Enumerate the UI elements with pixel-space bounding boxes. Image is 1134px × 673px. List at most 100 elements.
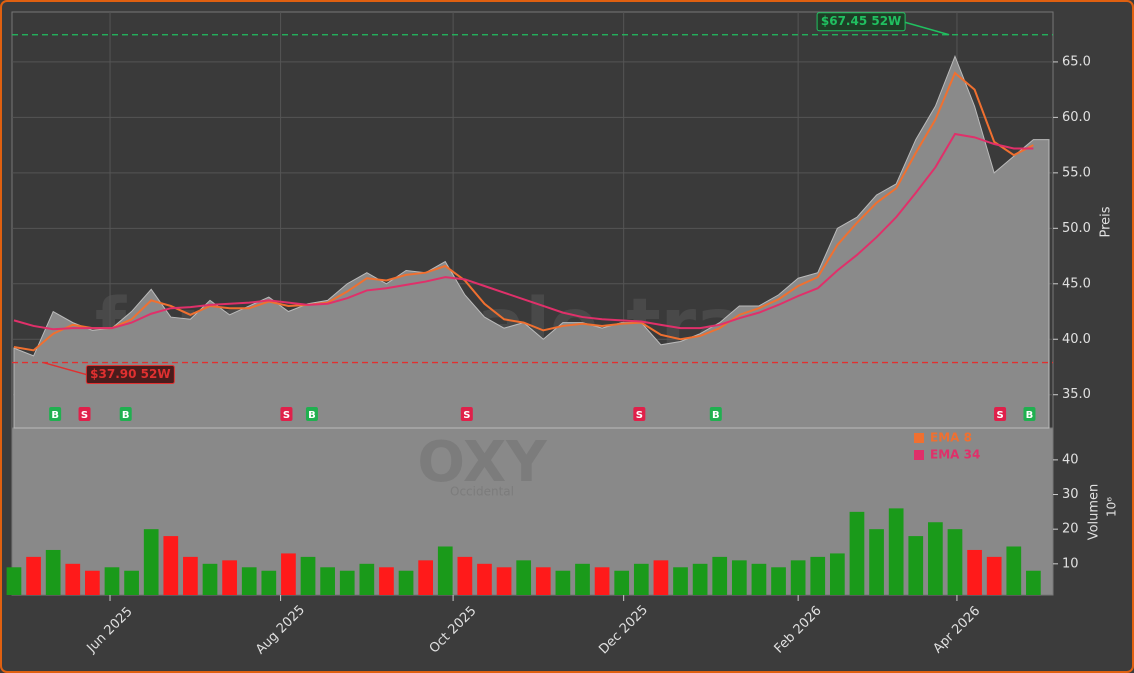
signal-label: B [1026, 410, 1034, 421]
signal-label: S [283, 410, 290, 421]
annotation-arrow [902, 21, 950, 36]
signal-marker [49, 407, 62, 421]
volume-bar [869, 529, 884, 595]
volume-bar [516, 560, 532, 595]
volume-bar [320, 567, 335, 595]
volume-bar [673, 567, 688, 595]
volume-bar [261, 570, 277, 595]
volume-bar [241, 567, 257, 595]
signal-label: B [308, 410, 316, 421]
volume-bar [810, 556, 826, 595]
annotation-box [85, 365, 175, 385]
signal-marker [119, 407, 132, 421]
volume-bar [928, 522, 943, 595]
volume-bar [379, 567, 394, 595]
signal-label: B [122, 410, 130, 421]
volume-bar [1006, 546, 1022, 595]
volume-bar [888, 508, 904, 595]
volume-bar [202, 563, 218, 595]
volume-bar [104, 567, 120, 595]
volume-bar [986, 556, 1002, 595]
volume-bar [398, 570, 414, 595]
volume-bar [457, 556, 473, 595]
volume-bar [496, 567, 512, 595]
volume-bar [633, 563, 649, 595]
signal-marker [78, 407, 91, 421]
volume-bar [26, 556, 41, 595]
y-label: Volumen [1087, 484, 1102, 541]
signal-label: S [636, 410, 643, 421]
y-tick-label: 40 [1062, 452, 1079, 467]
y-tick-label: 45.0 [1062, 276, 1091, 291]
volume-bar [222, 560, 237, 595]
volume-bar [281, 553, 296, 595]
signal-marker [280, 407, 293, 421]
volume-bar [124, 570, 139, 595]
y-tick-label: 50.0 [1062, 221, 1091, 236]
volume-bar [85, 570, 100, 595]
ema-line [13, 132, 1034, 331]
ema-line [13, 71, 1034, 352]
signal-marker [994, 407, 1007, 421]
signal-label: B [51, 410, 59, 421]
y-unit: 10⁶ [1105, 497, 1119, 517]
y-tick-label: 30 [1062, 487, 1079, 502]
volume-bar [477, 563, 492, 595]
volume-bar [829, 553, 845, 595]
volume-bar [300, 556, 316, 595]
annotation-text: $67.45 52W [821, 14, 901, 28]
y-tick-label: 65.0 [1062, 54, 1091, 69]
volume-bar [908, 536, 924, 595]
volume-bar [437, 546, 453, 595]
annotation-box [816, 12, 906, 32]
volume-bar [6, 567, 22, 595]
signal-marker [709, 407, 722, 421]
y-tick-label: 55.0 [1062, 165, 1091, 180]
y-tick-label: 60.0 [1062, 110, 1091, 125]
volume-bar [183, 556, 198, 595]
legend-label: EMA 8 [930, 431, 972, 445]
y-label: Preis [1099, 206, 1114, 237]
price-area [13, 55, 1050, 429]
volume-bar [731, 560, 747, 595]
volume-bar [163, 536, 179, 595]
volume-bar [143, 529, 159, 595]
signal-marker [633, 407, 646, 421]
logo: OXY [417, 430, 548, 495]
volume-bar [771, 567, 786, 595]
signal-label: S [81, 410, 88, 421]
signal-marker [305, 407, 318, 421]
volume-bar [45, 549, 61, 595]
annotation-text: $37.90 52W [90, 367, 170, 381]
volume-bar [359, 563, 375, 595]
volume-bar [751, 563, 767, 595]
volume-bar [849, 511, 865, 595]
legend-label: EMA 34 [930, 448, 980, 462]
signal-label: S [996, 410, 1003, 421]
volume-bar [535, 567, 551, 595]
volume-bar [575, 563, 590, 595]
volume-bar [712, 556, 728, 595]
volume-bar [418, 560, 434, 595]
volume-bar [594, 567, 610, 595]
y-tick-label: 35.0 [1062, 387, 1091, 402]
legend-swatch [914, 433, 924, 443]
signal-label: S [463, 410, 470, 421]
y-tick-label: 10 [1062, 556, 1079, 571]
signal-marker [460, 407, 473, 421]
volume-bar [947, 529, 963, 595]
logo-subtitle: Occidental [450, 485, 514, 499]
volume-bar [653, 560, 669, 595]
volume-bar [339, 570, 355, 595]
volume-bar [967, 549, 982, 595]
signal-label: B [712, 410, 720, 421]
signal-marker [1023, 407, 1036, 421]
volume-bar [1026, 570, 1041, 595]
y-tick-label: 40.0 [1062, 332, 1091, 347]
legend-swatch [914, 450, 924, 460]
volume-bar [614, 570, 630, 595]
volume-bar [692, 563, 708, 595]
annotation-arrow [43, 361, 87, 376]
y-tick-label: 20 [1062, 522, 1079, 537]
